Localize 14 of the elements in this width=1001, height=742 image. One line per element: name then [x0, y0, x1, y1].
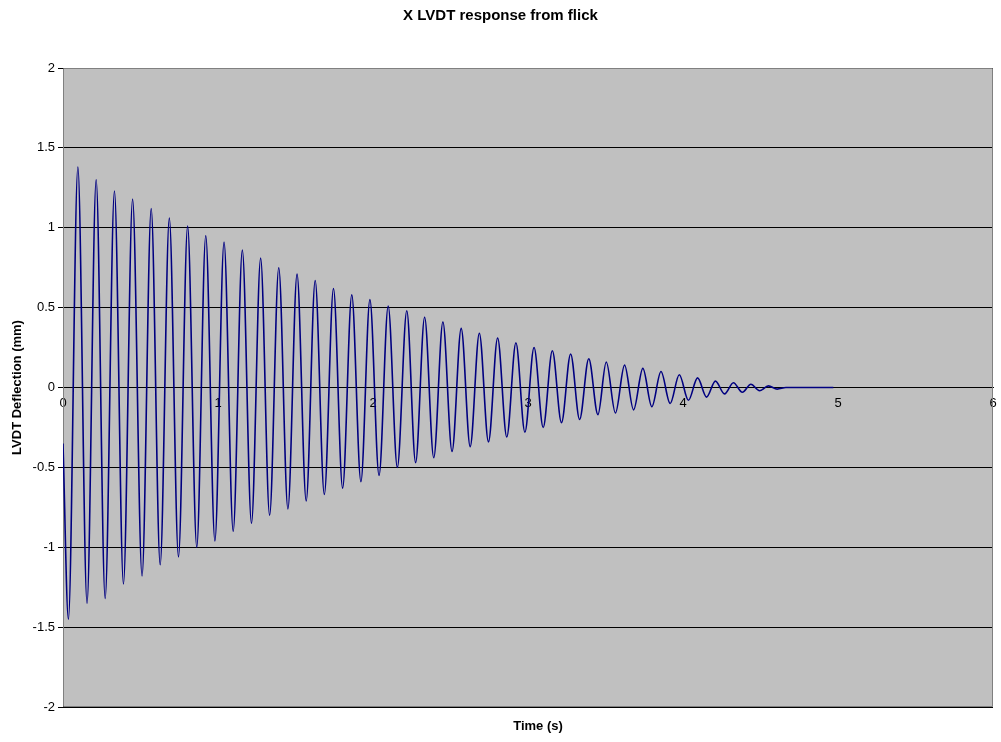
chart-title: X LVDT response from flick — [402, 6, 599, 23]
y-tick-label: 0.5 — [36, 299, 55, 315]
y-tick-label: 1.5 — [36, 139, 55, 155]
y-tick-label: 2 — [47, 59, 55, 75]
y-tick-label: -1.5 — [32, 618, 55, 634]
x-tick-label: 4 — [679, 394, 687, 410]
x-tick-label: 5 — [834, 394, 842, 410]
y-tick-label: -2 — [43, 698, 55, 714]
y-tick-label: 1 — [47, 219, 55, 235]
y-axis-title: LVDT Deflection (mm) — [9, 320, 25, 455]
y-tick-label: 0 — [47, 379, 55, 395]
y-tick-label: -1 — [43, 538, 55, 554]
y-tick-label: -0.5 — [32, 458, 55, 474]
x-axis-title: Time (s) — [512, 718, 564, 733]
